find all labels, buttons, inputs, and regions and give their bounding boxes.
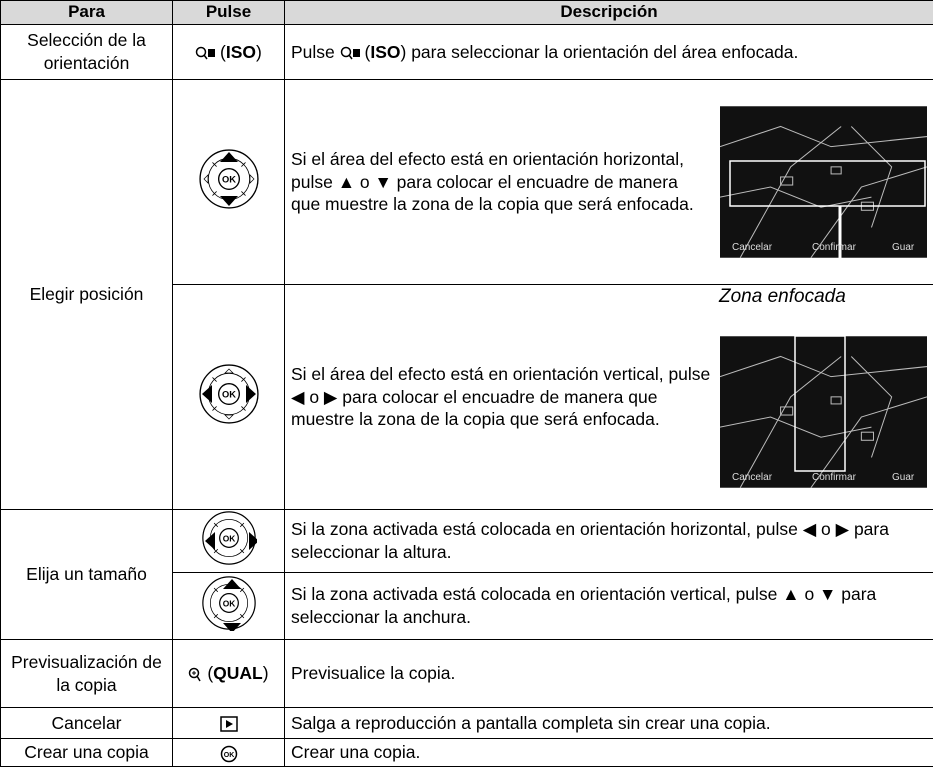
tr: Elija un tamaño Si la zona activada está… (1, 510, 933, 573)
td: Si el área del efecto está en orientació… (285, 285, 933, 510)
text: Elegir posición (1, 80, 173, 510)
camera-screen: Cancelar Confirmar Guar (720, 106, 927, 258)
text: Previsualización de la copia (1, 640, 173, 708)
text: Salga a reproducción a pantalla completa… (285, 708, 933, 739)
tr: Crear una copia OK Crear una copia. (1, 739, 933, 767)
zoom-out-icon (195, 46, 215, 60)
text: Elija un tamaño (1, 510, 173, 640)
rect (208, 49, 215, 57)
multi-selector-up-down (198, 148, 260, 210)
text: Confirmar (812, 472, 857, 483)
text: OK (223, 752, 234, 759)
text: Cancelar (1, 708, 173, 739)
rect (353, 49, 360, 57)
text: Selección de la orientación (1, 25, 173, 80)
use (720, 106, 927, 257)
td: Pulse (ISO) para seleccionar la orientac… (285, 25, 933, 80)
play-icon (220, 716, 238, 732)
text: QUAL (213, 663, 263, 683)
text: Descripción (285, 1, 933, 25)
tr: Cancelar Salga a reproducción a pantalla… (1, 708, 933, 739)
multi-selector-left-right (201, 510, 257, 566)
line (204, 55, 207, 59)
div: Si el área del efecto está en orientació… (291, 106, 927, 258)
text: Pulse (291, 42, 340, 62)
text: Guar (892, 242, 915, 253)
text: Pulse (173, 1, 285, 25)
text: Crear una copia (1, 739, 173, 767)
td (173, 285, 285, 510)
text: Crear una copia. (285, 739, 933, 767)
path (192, 671, 196, 675)
line (197, 676, 200, 681)
text: Cancelar (732, 242, 773, 253)
text: Si el área del efecto está en orientació… (291, 363, 711, 431)
text: ) (263, 663, 269, 683)
text: Guar (892, 472, 915, 483)
zoom-out-icon (340, 46, 360, 60)
multi-selector-up-down (201, 575, 257, 631)
text: ISO (370, 42, 400, 62)
td (173, 510, 285, 573)
td (173, 708, 285, 739)
text: ISO (226, 42, 256, 62)
td: OK (173, 739, 285, 767)
text: Si la zona activada está colocada en ori… (285, 573, 933, 640)
ok-icon: OK (220, 745, 238, 763)
tr: Selección de la orientación (ISO) Pulse … (1, 25, 933, 80)
td: (ISO) (173, 25, 285, 80)
text: Cancelar (732, 472, 773, 483)
div: Si el área del efecto está en orientació… (291, 306, 927, 488)
camera-screen: Cancelar Confirmar Guar (720, 336, 927, 488)
td: Si el área del efecto está en orientació… (285, 80, 933, 285)
text: Confirmar (812, 242, 857, 253)
multi-selector-left-right (198, 363, 260, 425)
path (226, 720, 233, 728)
text: Para (1, 1, 173, 25)
use (720, 336, 927, 487)
tr: Previsualización de la copia (QUAL) Prev… (1, 640, 933, 708)
line (349, 55, 352, 59)
text: ) (256, 42, 262, 62)
td (173, 80, 285, 285)
td: (QUAL) (173, 640, 285, 708)
tr: Elegir posición Si el área del efecto es… (1, 80, 933, 285)
text: Previsualice la copia. (285, 640, 933, 708)
zoom-in-icon (188, 667, 202, 683)
text: ) para seleccionar la orientación del ár… (401, 42, 799, 62)
callout: Zona enfocada (716, 286, 849, 308)
text: Si la zona activada está colocada en ori… (285, 510, 933, 573)
td (173, 573, 285, 640)
text: Si el área del efecto está en orientació… (291, 148, 711, 216)
